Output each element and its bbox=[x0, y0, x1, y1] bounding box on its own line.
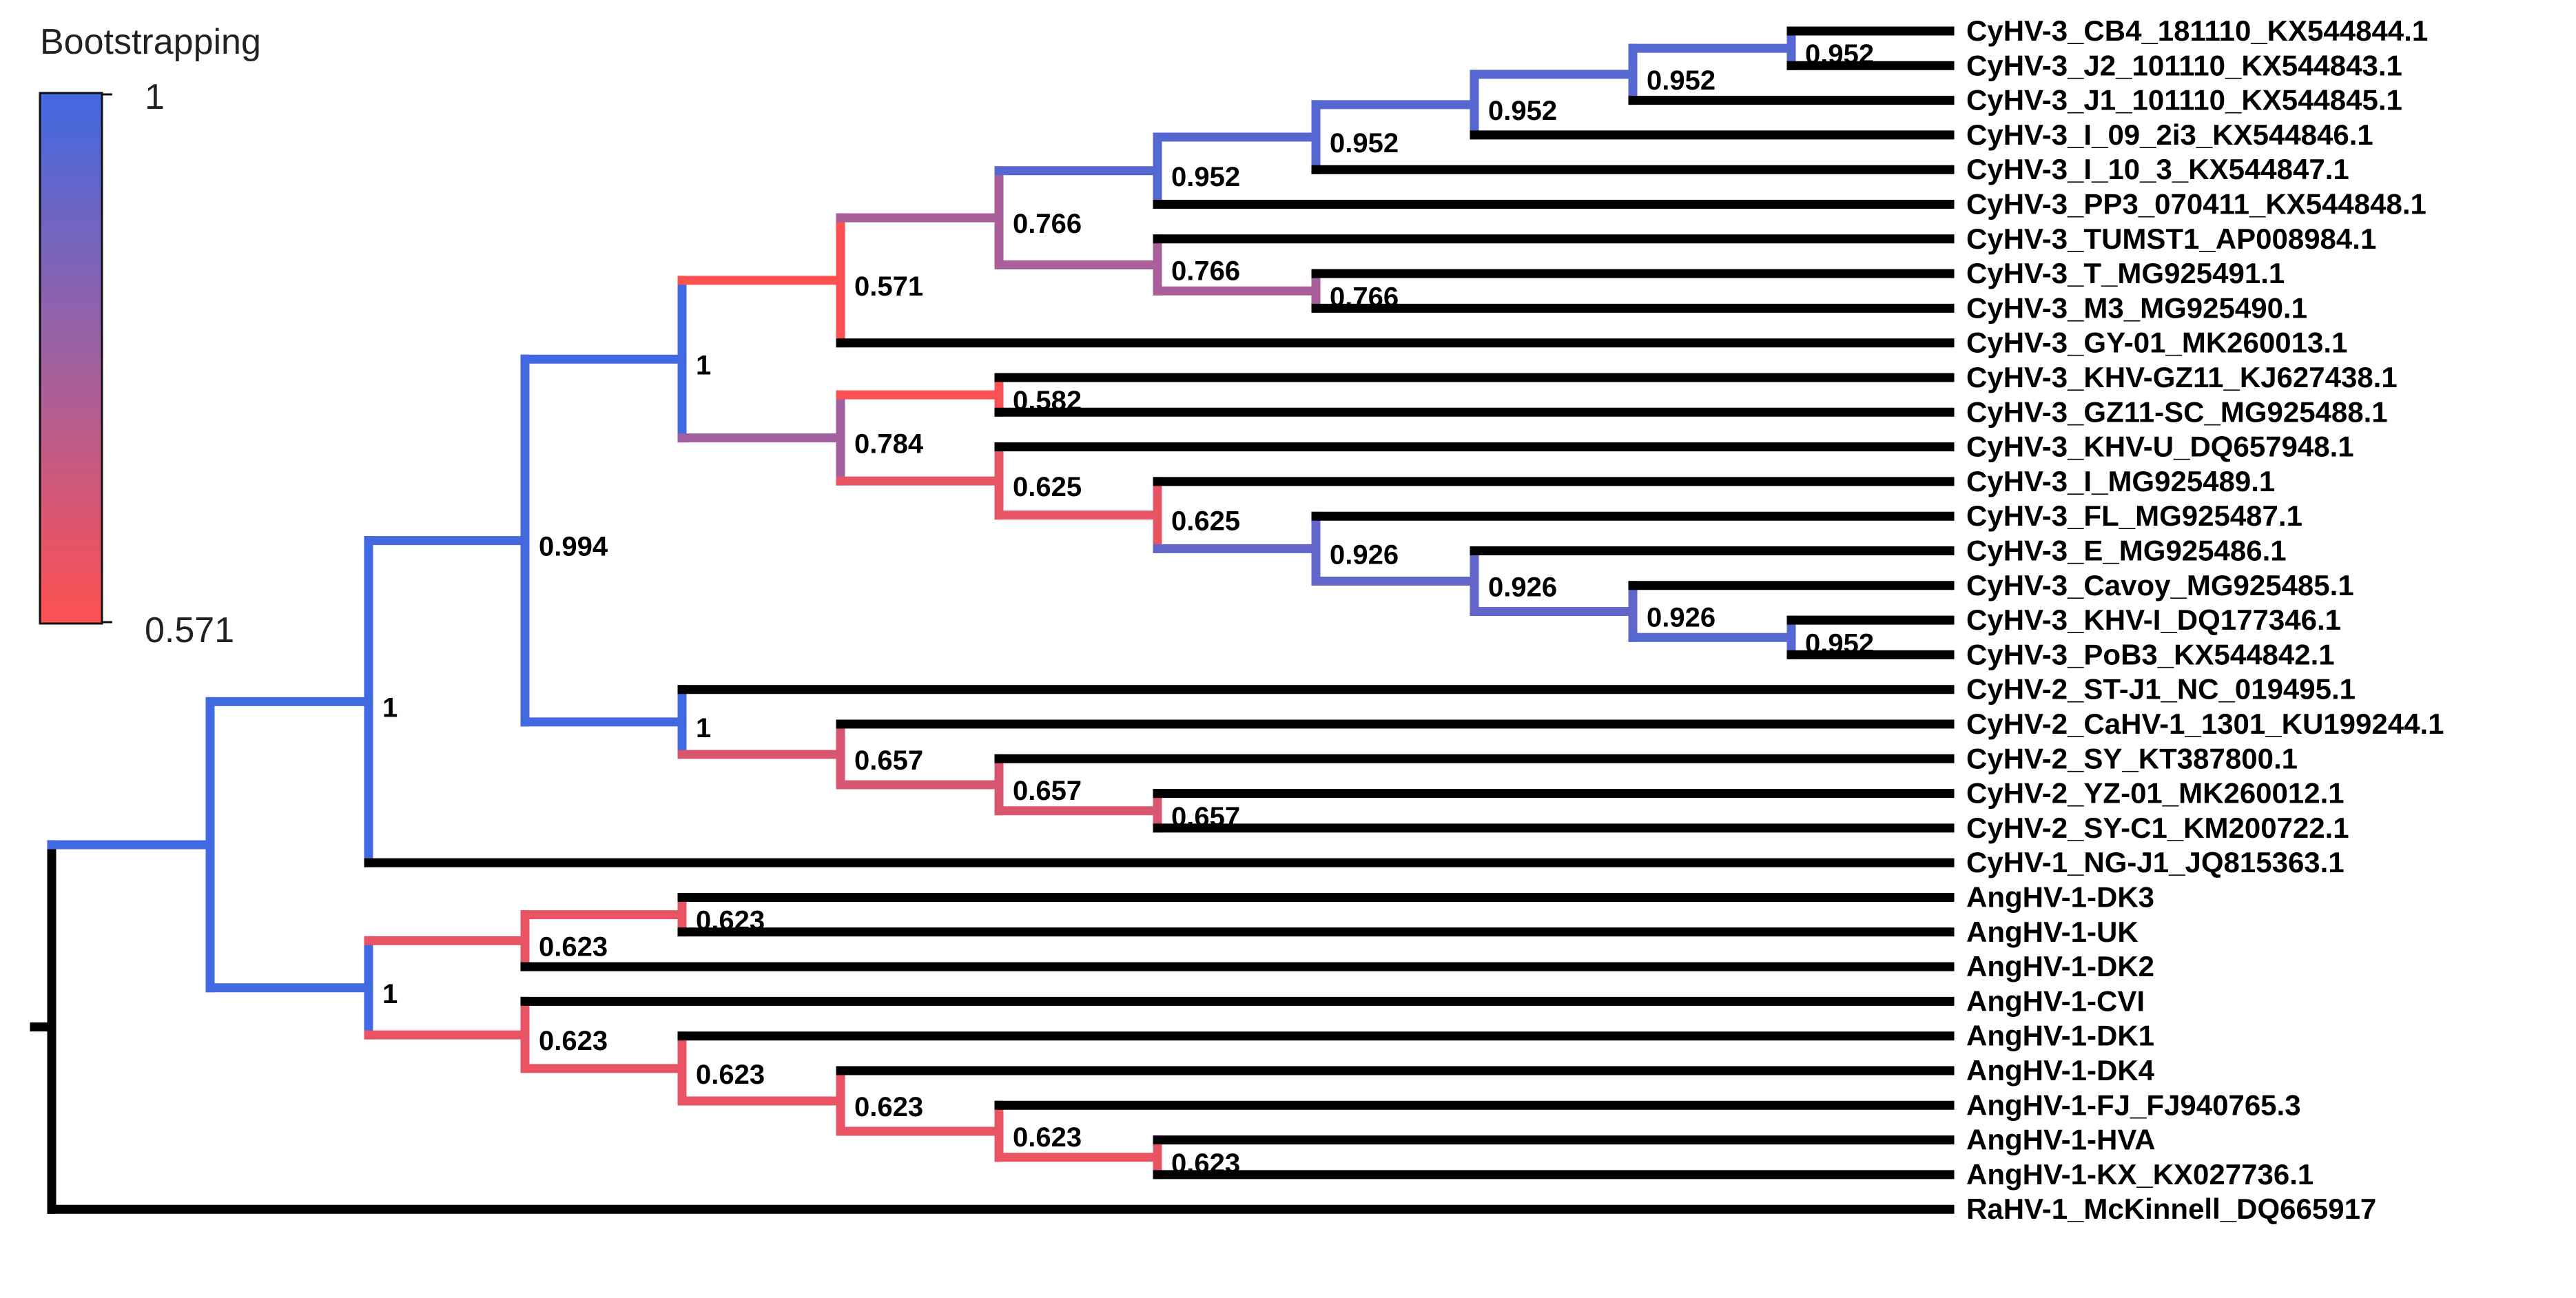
bootstrap-label-n9: 0.571 bbox=[854, 271, 923, 302]
bootstrap-label-n32: 1 bbox=[382, 979, 398, 1009]
tree-branches bbox=[30, 26, 1955, 1214]
bootstrap-label-n28: 0.623 bbox=[1013, 1122, 1082, 1153]
taxon-label: AngHV-1-DK1 bbox=[1966, 1020, 2154, 1052]
taxon-label: AngHV-1-HVA bbox=[1966, 1124, 2156, 1156]
taxon-label: AngHV-1-DK2 bbox=[1966, 950, 2154, 982]
taxon-label: CyHV-3_J2_101110_KX544843.1 bbox=[1966, 49, 2402, 81]
bootstrap-label-n3: 0.952 bbox=[1488, 96, 1557, 126]
taxon-label: AngHV-1-DK3 bbox=[1966, 881, 2154, 914]
taxon-label: CyHV-3_I_MG925489.1 bbox=[1966, 465, 2275, 497]
bootstrap-label-n11: 0.952 bbox=[1805, 628, 1874, 659]
taxon-label: AngHV-1-DK4 bbox=[1966, 1054, 2155, 1086]
taxon-label: AngHV-1-CVI bbox=[1966, 985, 2145, 1017]
taxon-label: CyHV-3_E_MG925486.1 bbox=[1966, 535, 2287, 567]
taxon-label: CyHV-2_ST-J1_NC_019495.1 bbox=[1966, 673, 2356, 705]
legend-min-label: 0.571 bbox=[145, 610, 234, 650]
taxon-label: CyHV-3_PP3_070411_KX544848.1 bbox=[1966, 188, 2426, 220]
taxon-label: CyHV-3_M3_MG925490.1 bbox=[1966, 291, 2307, 324]
bootstrap-label-n14: 0.926 bbox=[1330, 539, 1399, 570]
bootstrap-label-n17: 0.784 bbox=[854, 429, 924, 460]
taxon-label: CyHV-3_J1_101110_KX544845.1 bbox=[1966, 84, 2402, 116]
bootstrap-label-n20: 0.657 bbox=[1013, 776, 1082, 806]
taxon-label: RaHV-1_McKinnell_DQ665917 bbox=[1966, 1193, 2376, 1225]
taxon-label: CyHV-3_Cavoy_MG925485.1 bbox=[1966, 569, 2354, 601]
tree-bootstrap-labels: 0.952 0.952 0.952 0.952 0.952 0.766 0.766 0.766… bbox=[382, 39, 1874, 1179]
bootstrap-label-n18: 1 bbox=[696, 350, 711, 380]
bootstrap-label-n23: 0.994 bbox=[539, 532, 608, 562]
taxon-label: CyHV-2_SY-C1_KM200722.1 bbox=[1966, 812, 2349, 844]
bootstrap-label-n25: 0.623 bbox=[696, 906, 765, 936]
bootstrap-label-n6: 0.766 bbox=[1330, 282, 1399, 312]
bootstrap-label-n22: 1 bbox=[696, 713, 711, 743]
bootstrap-label-n31: 0.623 bbox=[539, 1026, 608, 1056]
taxon-label: CyHV-3_T_MG925491.1 bbox=[1966, 257, 2285, 289]
bootstrap-label-n8: 0.766 bbox=[1013, 209, 1082, 239]
taxon-label: AngHV-1-KX_KX027736.1 bbox=[1966, 1158, 2314, 1191]
taxon-label: CyHV-2_SY_KT387800.1 bbox=[1966, 742, 2298, 774]
legend-max-label: 1 bbox=[145, 77, 165, 117]
bootstrap-label-n29: 0.623 bbox=[854, 1092, 923, 1122]
taxon-label: CyHV-3_KHV-GZ11_KJ627438.1 bbox=[1966, 361, 2398, 393]
taxon-label: CyHV-3_I_09_2i3_KX544846.1 bbox=[1966, 119, 2373, 151]
taxon-label: CyHV-3_PoB3_KX544842.1 bbox=[1966, 638, 2335, 670]
taxon-label: CyHV-3_TUMST1_AP008984.1 bbox=[1966, 223, 2376, 255]
taxon-label: CyHV-3_I_10_3_KX544847.1 bbox=[1966, 153, 2349, 185]
bootstrap-label-n15: 0.625 bbox=[1171, 506, 1240, 537]
bootstrap-label-n16: 0.625 bbox=[1013, 472, 1082, 502]
bootstrap-label-n1: 0.952 bbox=[1805, 39, 1874, 70]
bootstrap-label-n12: 0.926 bbox=[1647, 603, 1715, 633]
bootstrap-label-n7: 0.766 bbox=[1171, 256, 1240, 287]
taxon-label: CyHV-2_CaHV-1_1301_KU199244.1 bbox=[1966, 708, 2444, 740]
bootstrap-label-n5: 0.952 bbox=[1171, 162, 1240, 192]
legend-gradient-bar bbox=[39, 92, 103, 625]
bootstrap-label-n4: 0.952 bbox=[1330, 128, 1399, 158]
taxon-label: CyHV-3_KHV-U_DQ657948.1 bbox=[1966, 431, 2354, 463]
legend-title: Bootstrapping bbox=[40, 22, 261, 62]
taxon-label: CyHV-3_GY-01_MK260013.1 bbox=[1966, 327, 2347, 359]
bootstrap-label-n27: 0.623 bbox=[1171, 1148, 1240, 1179]
tree-leaf-labels: CyHV-3_CB4_181110_KX544844.1CyHV-3_J2_10… bbox=[1966, 14, 2444, 1225]
taxon-label: CyHV-3_FL_MG925487.1 bbox=[1966, 499, 2302, 532]
bootstrap-label-n21: 0.657 bbox=[854, 745, 923, 776]
legend: Bootstrapping 1 0.571 bbox=[39, 22, 261, 650]
bootstrap-label-n30: 0.623 bbox=[696, 1060, 765, 1090]
taxon-label: CyHV-2_YZ-01_MK260012.1 bbox=[1966, 777, 2345, 810]
bootstrap-label-n19: 0.657 bbox=[1171, 802, 1240, 832]
bootstrap-label-n10: 0.582 bbox=[1013, 386, 1082, 416]
taxon-label: AngHV-1-UK bbox=[1966, 916, 2139, 948]
taxon-label: AngHV-1-FJ_FJ940765.3 bbox=[1966, 1089, 2301, 1121]
taxon-label: CyHV-3_KHV-I_DQ177346.1 bbox=[1966, 604, 2341, 636]
bootstrap-label-n24: 1 bbox=[382, 692, 398, 723]
taxon-label: CyHV-1_NG-J1_JQ815363.1 bbox=[1966, 846, 2345, 878]
taxon-label: CyHV-3_CB4_181110_KX544844.1 bbox=[1966, 14, 2428, 47]
taxon-label: CyHV-3_GZ11-SC_MG925488.1 bbox=[1966, 395, 2388, 428]
bootstrap-label-n13: 0.926 bbox=[1488, 573, 1557, 603]
bootstrap-label-n26: 0.623 bbox=[539, 931, 608, 962]
bootstrap-label-n2: 0.952 bbox=[1647, 65, 1715, 96]
